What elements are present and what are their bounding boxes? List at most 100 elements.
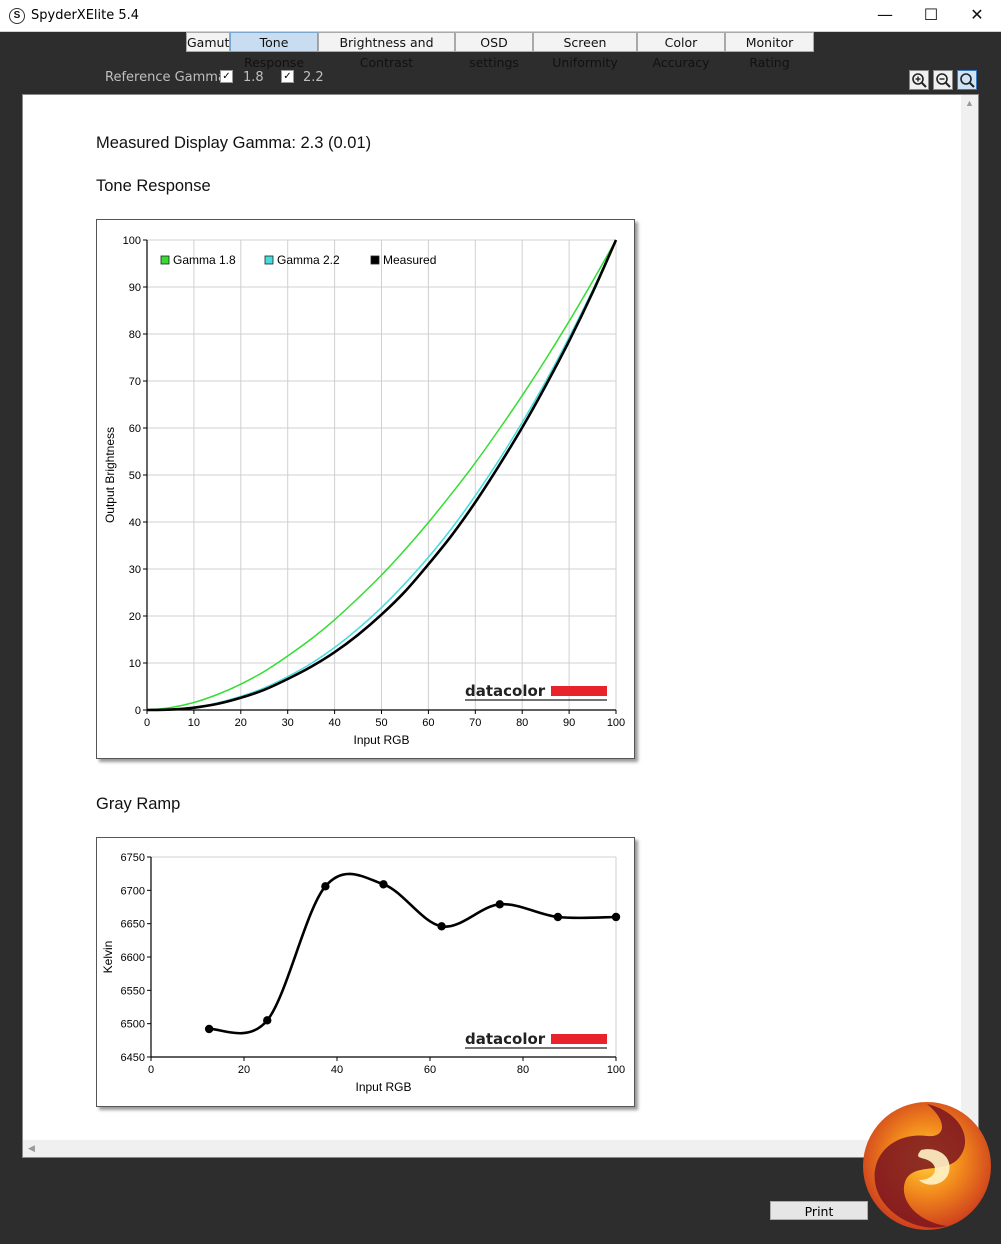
legend-swatch-0 [160, 255, 170, 265]
vertical-scrollbar[interactable]: ▲ [961, 95, 978, 1141]
legend-swatch-2 [370, 255, 380, 265]
y-tick-label: 6700 [121, 885, 145, 897]
x-tick-label: 10 [188, 717, 200, 729]
zoom-in-icon [912, 73, 927, 88]
y-tick-label: 60 [129, 423, 141, 435]
gamma-2-2-label: 2.2 [303, 70, 324, 85]
reference-gamma-label: Reference Gamma: [105, 70, 231, 85]
tab-monitor-rating[interactable]: Monitor Rating [725, 32, 814, 70]
tab-color-accuracy[interactable]: Color Accuracy [637, 32, 725, 70]
y-tick-label: 70 [129, 376, 141, 388]
tab-osd-settings[interactable]: OSD settings [455, 32, 533, 70]
x-tick-label: 90 [563, 717, 575, 729]
datacolor-logo-bar [551, 1034, 607, 1044]
kelvin-point [263, 1016, 272, 1025]
scroll-left-icon[interactable]: ◀ [28, 1143, 35, 1153]
x-tick-label: 60 [424, 1064, 436, 1076]
gray-ramp-heading: Gray Ramp [96, 795, 181, 813]
x-axis-title: Input RGB [353, 733, 409, 747]
kelvin-point [437, 922, 446, 931]
maximize-button[interactable]: ☐ [923, 5, 939, 24]
gamma-1-8-checkbox[interactable]: ✓ [220, 70, 233, 83]
y-tick-label: 30 [129, 564, 141, 576]
y-tick-label: 50 [129, 470, 141, 482]
datacolor-logo-bar [551, 686, 607, 696]
legend-label-0: Gamma 1.8 [173, 253, 236, 267]
y-tick-label: 100 [123, 235, 141, 247]
kelvin-point [611, 912, 621, 922]
zoom-fit-button[interactable] [957, 70, 977, 90]
x-tick-label: 100 [607, 717, 625, 729]
legend-label-2: Measured [383, 253, 436, 267]
y-tick-label: 6500 [121, 1019, 145, 1031]
gray-ramp-svg: 0 20 40 60 80 100 6450 6500 6550 6600 6650 6700 6750… [101, 852, 625, 1094]
measured-gamma-text: Measured Display Gamma: 2.3 (0.01) [96, 134, 372, 152]
kelvin-line [208, 872, 617, 1035]
minimize-button[interactable]: — [877, 5, 893, 24]
scroll-up-icon[interactable]: ▲ [965, 98, 974, 108]
reference-gamma-row: Reference Gamma: ✓ 1.8 ✓ 2.2 [0, 66, 1001, 90]
close-button[interactable]: ✕ [970, 5, 984, 24]
watermark-logo-icon [863, 1102, 991, 1230]
x-tick-label: 30 [282, 717, 294, 729]
gray-ramp-chart: 0 20 40 60 80 100 6450 6500 6550 6600 6650 6700 6750… [96, 837, 635, 1107]
zoom-fit-icon [960, 73, 975, 88]
x-tick-label: 50 [375, 717, 387, 729]
series-line-0 [146, 239, 617, 711]
datacolor-logo-text: datacolor [465, 682, 546, 700]
y-tick-label: 90 [129, 282, 141, 294]
gamma-2-2-checkbox[interactable]: ✓ [281, 70, 294, 83]
tab-tone-response[interactable]: Tone Response [230, 32, 318, 70]
legend-label-1: Gamma 2.2 [277, 253, 340, 267]
y-tick-label: 10 [129, 658, 141, 670]
y-axis-title: Output Brightness [103, 427, 117, 523]
x-tick-label: 60 [422, 717, 434, 729]
tone-response-svg: 0 10 20 30 40 50 60 70 80 90 100 0 10 20 30 40 50 60 70 80 9… [103, 235, 625, 747]
kelvin-point [495, 900, 504, 909]
kelvin-point [204, 1024, 214, 1034]
y-tick-label: 20 [129, 611, 141, 623]
window-title: SpyderXElite 5.4 [31, 8, 140, 23]
gamma-1-8-label: 1.8 [243, 70, 264, 85]
zoom-in-button[interactable] [909, 70, 929, 90]
datacolor-logo-text: datacolor [465, 1030, 546, 1048]
y-axis-title: Kelvin [101, 941, 115, 974]
x-tick-label: 20 [238, 1064, 250, 1076]
x-tick-label: 80 [517, 1064, 529, 1076]
y-tick-label: 6750 [121, 852, 145, 864]
zoom-out-button[interactable] [933, 70, 953, 90]
y-tick-label: 40 [129, 517, 141, 529]
title-bar: S SpyderXElite 5.4 — ☐ ✕ [0, 0, 1001, 32]
tone-response-chart: 0 10 20 30 40 50 60 70 80 90 100 0 10 20 30 40 50 60 70 80 9… [96, 219, 635, 759]
tab-brightness-contrast[interactable]: Brightness and Contrast [318, 32, 455, 70]
print-button[interactable]: Print [770, 1201, 868, 1220]
x-tick-label: 0 [144, 717, 150, 729]
tab-gamut[interactable]: Gamut [186, 32, 230, 52]
report-panel[interactable]: Measured Display Gamma: 2.3 (0.01) Tone … [22, 94, 979, 1158]
y-tick-label: 6600 [121, 952, 145, 964]
x-tick-label: 40 [328, 717, 340, 729]
app-icon: S [9, 8, 25, 24]
series-line-2 [146, 239, 618, 712]
tab-screen-uniformity[interactable]: Screen Uniformity [533, 32, 637, 70]
x-tick-label: 20 [235, 717, 247, 729]
legend-swatch-1 [264, 255, 274, 265]
kelvin-point [321, 882, 330, 891]
x-tick-label: 40 [331, 1064, 343, 1076]
y-tick-label: 6650 [121, 919, 145, 931]
x-tick-label: 70 [469, 717, 481, 729]
y-tick-label: 6450 [121, 1052, 145, 1064]
y-tick-label: 80 [129, 329, 141, 341]
x-axis-title: Input RGB [355, 1080, 411, 1094]
x-tick-label: 80 [516, 717, 528, 729]
y-tick-label: 6550 [121, 985, 145, 997]
horizontal-scrollbar[interactable]: ◀ [23, 1140, 978, 1157]
y-tick-label: 0 [135, 705, 141, 717]
tab-bar: Gamut Tone Response Brightness and Contr… [0, 32, 1001, 70]
x-tick-label: 0 [148, 1064, 154, 1076]
kelvin-point [553, 912, 563, 922]
x-tick-label: 100 [607, 1064, 625, 1076]
zoom-out-icon [936, 73, 951, 88]
kelvin-point [379, 880, 388, 889]
tone-response-heading: Tone Response [96, 177, 211, 195]
